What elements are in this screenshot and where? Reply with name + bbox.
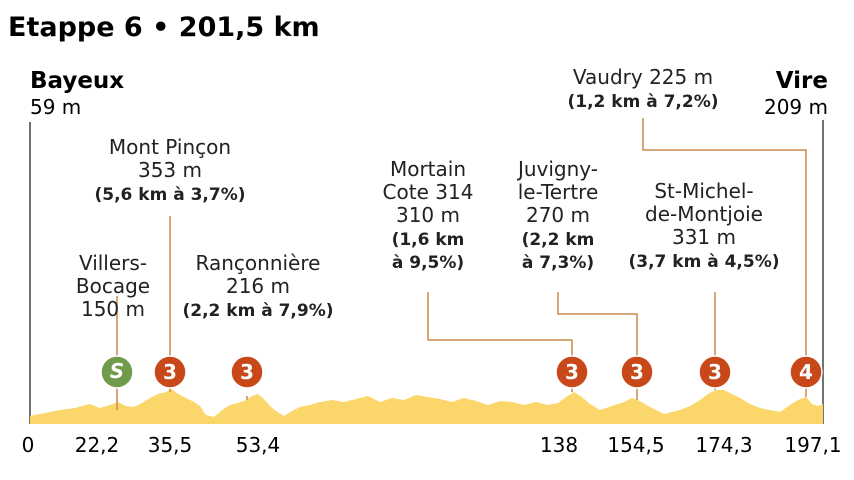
waypoint-label: Juvigny- (516, 157, 598, 181)
waypoint-label: Vaudry 225 m (573, 65, 713, 89)
waypoint-label: St-Michel- (654, 179, 753, 203)
waypoint-climb-detail: (3,7 km à 4,5%) (628, 252, 779, 272)
climb-category-badge-icon (153, 355, 187, 389)
badge-label: 3 (708, 360, 722, 384)
climb-category-badge-icon (789, 355, 823, 389)
waypoint-label: Bocage (76, 274, 150, 298)
tick-label: 53,4 (236, 433, 281, 457)
climb-category-badge-icon (230, 355, 264, 389)
waypoint-climb-detail: à 9,5%) (392, 253, 464, 273)
leader-line (427, 292, 573, 392)
badge-label: 3 (630, 360, 644, 384)
tick-label: 138 (540, 433, 578, 457)
waypoint-label: 216 m (226, 274, 290, 298)
finish-elevation: 209 m (764, 95, 828, 119)
waypoint-label: 310 m (396, 203, 460, 227)
waypoint-label: de-Montjoie (645, 202, 763, 226)
leader-line (642, 118, 807, 397)
climb-category-badge-icon (555, 355, 589, 389)
badge-label: 3 (163, 360, 177, 384)
badge-label: 3 (240, 360, 254, 384)
tick-label: 35,5 (148, 433, 193, 457)
waypoint-climb-detail: (2,2 km (522, 230, 595, 250)
elevation-profile (30, 389, 823, 424)
tick-label: 197,1 (784, 433, 841, 457)
tick-label: 174,3 (695, 433, 752, 457)
tick-label: 0 (22, 433, 35, 457)
waypoint-6: Vaudry 225 m (1,2 km à 7,2%) 4 (567, 65, 823, 397)
start-elevation: 59 m (30, 95, 81, 119)
waypoint-label: Rançonnière (196, 251, 321, 275)
waypoint-climb-detail: (5,6 km à 3,7%) (94, 185, 245, 205)
axis-ticks: 0 22,2 35,5 53,4 138 154,5 174,3 197,1 (22, 433, 842, 457)
waypoint-label: 150 m (81, 297, 145, 321)
start-name: Bayeux (30, 68, 124, 94)
climb-category-badge-icon (620, 355, 654, 389)
waypoint-climb-detail: (2,2 km à 7,9%) (182, 301, 333, 321)
waypoint-climb-detail: (1,6 km (392, 230, 465, 250)
page-title: Etappe 6 • 201,5 km (8, 12, 320, 43)
climb-category-badge-icon (698, 355, 732, 389)
waypoint-climb-detail: à 7,3%) (522, 253, 594, 273)
sprint-badge-icon (100, 355, 134, 389)
waypoint-label: Mortain (390, 157, 466, 181)
waypoint-label: 331 m (672, 225, 736, 249)
finish-name: Vire (776, 68, 828, 94)
waypoint-label: le-Tertre (518, 180, 599, 204)
badge-label: S (110, 359, 124, 383)
tick-label: 154,5 (607, 433, 664, 457)
waypoint-label: Villers- (79, 251, 147, 275)
badge-label: 3 (565, 360, 579, 384)
waypoint-label: 353 m (138, 158, 202, 182)
waypoint-climb-detail: (1,2 km à 7,2%) (567, 92, 718, 112)
waypoint-label: Cote 314 (383, 180, 474, 204)
waypoint-label: 270 m (526, 203, 590, 227)
tick-label: 22,2 (75, 433, 120, 457)
badge-label: 4 (799, 360, 813, 384)
waypoint-label: Mont Pinçon (109, 135, 231, 159)
